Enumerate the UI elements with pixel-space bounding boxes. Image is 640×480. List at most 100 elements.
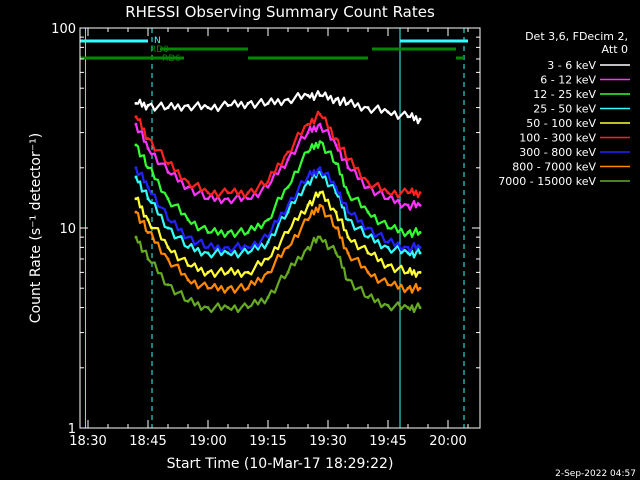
data-point-s1-10 [318,122,322,126]
x-tick-label-0: 18:30 [69,434,106,449]
data-point-s5-0 [134,115,138,119]
data-point-s5-11 [334,137,338,141]
data-point-s0-8 [286,97,290,101]
data-point-s1-2 [166,170,170,174]
flag-rd6-label: RD6 [162,54,181,64]
data-point-s8-14 [386,303,390,307]
data-point-s5-5 [226,191,230,195]
data-point-s7-9 [306,218,310,222]
data-point-s1-12 [346,166,350,170]
y-tick-label-0: 1 [68,422,76,437]
legend-label-0: 3 - 6 keV [547,59,596,72]
axes: 18:30 18:45 19:00 19:15 19:30 19:45 20:00 1 10 10… [51,22,481,449]
data-point-s7-7 [266,270,270,274]
legend-label-3: 25 - 50 keV [533,103,596,116]
y-tick-label-1: 10 [59,222,76,237]
data-point-s6-10 [318,166,322,170]
data-point-s8-16 [418,306,422,310]
data-point-s5-14 [386,191,390,195]
data-point-s0-2 [166,106,170,110]
data-point-s3-0 [134,175,138,179]
footer-timestamp: 2-Sep-2022 04:57 [555,469,636,479]
data-point-s1-7 [266,185,270,189]
data-point-s7-14 [386,283,390,287]
data-point-s6-1 [146,185,150,189]
data-point-s5-8 [286,150,290,154]
flag-n-label: N [154,36,161,46]
data-point-s2-7 [266,218,270,222]
chart-title: RHESSI Observing Summary Count Rates [125,3,435,21]
data-point-s4-2 [166,245,170,249]
data-point-s8-15 [406,306,410,310]
data-point-s6-11 [334,185,338,189]
data-point-s6-16 [418,245,422,249]
data-point-s4-14 [386,263,390,267]
data-point-s3-16 [418,251,422,255]
data-point-s3-14 [386,245,390,249]
legend-label-1: 6 - 12 keV [540,74,596,87]
data-point-s1-3 [186,185,190,189]
data-point-s0-3 [186,103,190,107]
data-point-s6-0 [134,166,138,170]
data-point-s4-13 [366,251,370,255]
data-point-s2-11 [334,162,338,166]
data-point-s2-1 [146,166,150,170]
data-point-s5-6 [246,191,250,195]
data-point-s7-8 [286,245,290,249]
data-point-s6-9 [306,175,310,179]
data-point-s5-12 [346,158,350,162]
data-point-s8-7 [266,295,270,299]
data-point-s3-15 [406,251,410,255]
legend-label-6: 300 - 800 keV [519,146,596,159]
data-point-s2-2 [166,197,170,201]
data-point-s4-8 [286,230,290,234]
x-tick-label-5: 19:45 [369,434,406,449]
data-point-s1-16 [418,203,422,207]
data-point-s4-10 [318,191,322,195]
data-point-s2-5 [226,230,230,234]
data-point-s7-3 [186,278,190,282]
data-point-s6-6 [246,245,250,249]
data-point-s1-13 [366,185,370,189]
data-point-s8-1 [146,257,150,261]
data-point-s0-9 [306,93,310,97]
data-point-s2-8 [286,185,290,189]
data-point-s2-9 [306,150,310,154]
data-point-s2-12 [346,191,350,195]
legend-header-0: Det 3,6, FDecim 2, [525,30,628,43]
data-point-s1-15 [406,203,410,207]
data-point-s3-1 [146,197,150,201]
data-point-s0-5 [226,103,230,107]
data-point-s2-0 [134,143,138,147]
data-point-s8-8 [286,270,290,274]
data-point-s1-6 [246,197,250,201]
data-point-s0-16 [418,117,422,121]
y-tick-label-2: 100 [51,22,76,37]
data-point-s6-4 [206,245,210,249]
data-point-s0-12 [346,101,350,105]
data-point-s0-15 [406,115,410,119]
data-point-s4-0 [134,197,138,201]
data-point-s3-8 [286,210,290,214]
data-point-s8-5 [226,306,230,310]
data-point-s2-4 [206,230,210,234]
data-point-s6-14 [386,240,390,244]
data-point-s5-2 [166,162,170,166]
data-point-s1-9 [306,131,310,135]
data-point-s0-11 [334,97,338,101]
data-point-s8-13 [366,295,370,299]
data-point-s1-5 [226,197,230,201]
data-point-s8-4 [206,306,210,310]
x-tick-label-1: 18:45 [129,434,166,449]
data-point-s1-8 [286,158,290,162]
data-point-s0-1 [146,103,150,107]
data-point-s1-1 [146,146,150,150]
data-point-s5-10 [318,112,322,116]
data-point-s2-16 [418,230,422,234]
data-point-s5-1 [146,137,150,141]
legend-label-7: 800 - 7000 keV [512,161,596,174]
data-point-s4-5 [226,270,230,274]
x-tick-label-6: 20:00 [429,434,466,449]
